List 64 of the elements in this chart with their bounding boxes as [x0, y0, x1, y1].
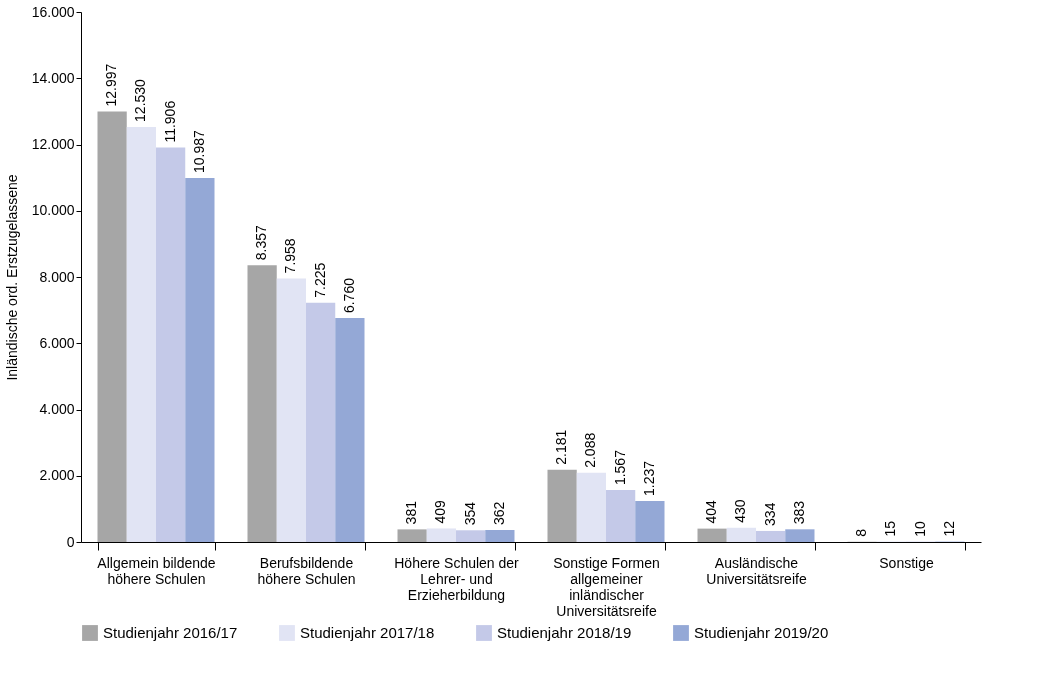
x-tick-label: Höhere Schulen der Lehrer- und Erzieherbildung: [394, 554, 520, 603]
bar: [785, 529, 815, 542]
data-label: 7.958: [282, 238, 299, 274]
bar: [156, 147, 186, 542]
bar: [126, 126, 156, 542]
bar: [726, 527, 756, 542]
y-axis-title: Inländische ord. Erstzugelassene: [3, 174, 20, 381]
data-label: 10.987: [190, 130, 207, 174]
bar: [426, 528, 456, 542]
bar: [485, 530, 515, 542]
y-tick-label: 12.000: [31, 136, 75, 152]
y-tick-label: 2.000: [39, 467, 75, 484]
bar: [335, 318, 365, 542]
data-label: 12.997: [103, 63, 120, 107]
bar: [606, 490, 636, 542]
y-tick-label: 10.000: [31, 202, 75, 219]
data-label: 383: [790, 500, 807, 525]
bar: [576, 472, 606, 542]
data-label: 2.088: [582, 432, 599, 468]
legend-label: Studienjahr 2016/17: [103, 624, 238, 641]
bar: [397, 529, 427, 542]
bar: [635, 501, 665, 542]
bar: [306, 302, 336, 542]
data-label: 409: [432, 499, 449, 524]
data-label: 8: [853, 528, 870, 537]
bar: [547, 469, 577, 542]
legend-label: Studienjahr 2018/19: [497, 624, 632, 641]
data-label: 354: [461, 501, 478, 526]
data-label: 1.237: [640, 460, 657, 497]
data-label: 12: [940, 520, 957, 537]
data-label: 2.181: [553, 429, 570, 465]
y-tick-label: 6.000: [39, 334, 75, 351]
data-label: 7.225: [311, 262, 328, 298]
data-label: 362: [490, 501, 507, 526]
data-label: 334: [761, 502, 778, 526]
data-label: 381: [403, 500, 420, 525]
x-tick-label: Allgemein bildende höhere Schulen: [97, 554, 216, 587]
x-tick-label: Sonstige Formen allgemeiner inländischer Universitätsreife: [553, 554, 660, 619]
bar: [756, 530, 786, 542]
y-tick-label: 0: [66, 533, 75, 550]
bar: [276, 278, 306, 542]
data-label: 12.530: [132, 78, 149, 122]
bar: [97, 111, 127, 542]
x-tick-label: Sonstige: [879, 554, 934, 571]
data-label: 1.567: [611, 449, 628, 486]
bar: [697, 528, 727, 542]
bar: [456, 530, 486, 542]
data-label: 11.906: [161, 100, 178, 143]
y-tick-label: 16.000: [31, 3, 75, 20]
data-label: 430: [732, 499, 749, 523]
x-tick-label: Ausländische Universitätsreife: [706, 554, 807, 587]
legend-label: Studienjahr 2019/20: [694, 624, 829, 641]
bar: [185, 178, 215, 542]
y-tick-label: 8.000: [39, 268, 75, 285]
y-tick-label: 14.000: [31, 69, 75, 86]
y-tick-label: 4.000: [39, 401, 75, 417]
data-label: 15: [882, 520, 899, 537]
data-label: 404: [703, 500, 720, 524]
legend-label: Studienjahr 2017/18: [300, 624, 435, 641]
x-tick-label: Berufsbildende höhere Schulen: [257, 554, 356, 587]
data-label: 8.357: [253, 224, 270, 261]
data-label: 6.760: [340, 277, 357, 314]
bar: [247, 265, 277, 542]
data-label: 10: [911, 520, 928, 537]
